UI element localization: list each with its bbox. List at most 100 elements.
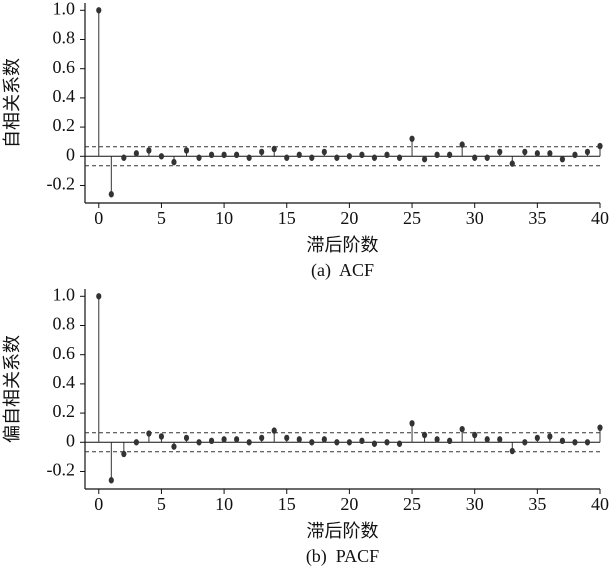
stem-marker — [158, 433, 165, 440]
x-tick-label: 20 — [340, 208, 358, 228]
stem-marker — [221, 151, 227, 159]
stem-marker — [346, 153, 352, 160]
stem-marker — [334, 439, 340, 446]
stem-marker — [597, 142, 603, 150]
stem-marker — [434, 151, 440, 159]
stem-marker — [121, 450, 127, 458]
stem-marker — [584, 148, 591, 156]
stem-marker — [421, 156, 428, 163]
stem-marker — [522, 148, 528, 156]
stem-marker — [146, 430, 152, 437]
stem-marker — [171, 443, 177, 450]
stem-marker — [284, 434, 290, 442]
stem-marker — [421, 431, 428, 439]
x-tick-label: 10 — [215, 208, 233, 228]
stem-marker — [522, 439, 528, 446]
stem-marker — [133, 439, 139, 446]
y-tick-label: 0.2 — [53, 115, 76, 135]
x-tick-label: 15 — [278, 208, 296, 228]
stem-marker — [534, 434, 540, 442]
stem-marker — [447, 437, 453, 445]
stem-marker — [559, 437, 566, 445]
stem-marker — [108, 477, 114, 484]
stem-marker — [409, 135, 415, 142]
stem-marker — [121, 154, 127, 161]
stem-marker — [221, 436, 227, 443]
stem-marker — [183, 434, 190, 442]
stem-marker — [584, 439, 591, 446]
y-tick-label: 1.0 — [53, 0, 76, 18]
stem-marker — [484, 154, 490, 161]
y-tick-label: 0.6 — [53, 57, 76, 77]
stem-marker — [334, 154, 340, 161]
stem-marker — [547, 433, 553, 440]
stem-marker — [547, 150, 553, 157]
stem-marker — [371, 154, 378, 161]
stem-marker — [459, 425, 465, 433]
x-axis-label: 滞后阶数 — [307, 521, 379, 541]
caption: (b) PACF — [306, 546, 379, 567]
y-tick-label: 0.8 — [53, 314, 76, 334]
stem-marker — [321, 436, 327, 443]
stem-marker — [208, 151, 215, 159]
x-tick-label: 40 — [591, 494, 609, 514]
stem-marker — [359, 437, 365, 445]
stem-marker — [146, 147, 152, 154]
y-tick-label: 0 — [66, 144, 75, 164]
stem-marker — [208, 437, 215, 445]
stem-marker — [484, 436, 490, 443]
stem-marker — [409, 420, 415, 427]
stem-marker — [572, 151, 578, 159]
y-axis-label: 自相关系数 — [2, 58, 22, 148]
stem-marker — [246, 154, 252, 161]
stem-marker — [234, 436, 240, 443]
stem-marker — [284, 154, 290, 161]
x-tick-label: 0 — [94, 494, 103, 514]
y-tick-label: -0.2 — [47, 174, 76, 194]
x-tick-label: 0 — [94, 208, 103, 228]
stem-marker — [434, 436, 440, 443]
stem-marker — [271, 145, 277, 153]
y-axis-label: 偏自相关系数 — [2, 335, 22, 443]
y-tick-label: 0 — [66, 430, 75, 450]
x-tick-label: 30 — [466, 208, 484, 228]
stem-marker — [296, 436, 302, 443]
y-tick-label: 0.4 — [53, 372, 76, 392]
x-tick-label: 35 — [528, 494, 546, 514]
x-tick-label: 10 — [215, 494, 233, 514]
stem-marker — [271, 427, 277, 434]
stem-marker — [96, 293, 102, 300]
stem-marker — [396, 440, 403, 447]
stem-marker — [108, 191, 114, 198]
x-tick-label: 35 — [528, 208, 546, 228]
y-tick-label: 0.4 — [53, 86, 76, 106]
stem-marker — [196, 439, 202, 446]
stem-marker — [396, 154, 403, 161]
stem-marker — [158, 153, 165, 160]
stem-marker — [384, 151, 390, 159]
y-tick-label: 0.8 — [53, 28, 76, 48]
y-tick-label: -0.2 — [47, 460, 76, 480]
stem-marker — [509, 447, 515, 455]
x-tick-label: 5 — [157, 494, 166, 514]
stem-marker — [259, 434, 265, 442]
stem-marker — [472, 431, 478, 439]
stem-marker — [572, 439, 578, 446]
stem-marker — [359, 151, 365, 159]
stem-marker — [309, 154, 315, 161]
x-tick-label: 25 — [403, 208, 421, 228]
y-tick-label: 0.6 — [53, 343, 76, 363]
stem-marker — [497, 148, 503, 156]
stem-marker — [133, 150, 139, 157]
stem-marker — [259, 148, 265, 156]
stem-marker — [96, 7, 102, 14]
x-tick-label: 40 — [591, 208, 609, 228]
stem-marker — [183, 147, 190, 154]
stem-marker — [559, 156, 566, 163]
stem-marker — [196, 154, 202, 161]
x-tick-label: 20 — [340, 494, 358, 514]
stem-marker — [447, 151, 453, 159]
stem-marker — [497, 436, 503, 443]
